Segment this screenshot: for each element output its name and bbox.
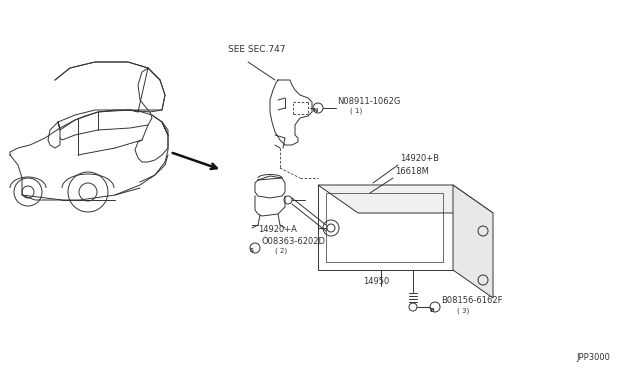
Text: B: B: [429, 308, 435, 312]
Text: Ó08363-6202D: Ó08363-6202D: [262, 237, 326, 246]
Text: B08156-6162F: B08156-6162F: [441, 296, 502, 305]
Text: ( 2): ( 2): [275, 248, 287, 254]
Polygon shape: [318, 185, 493, 213]
Bar: [318, 185, 453, 270]
Text: S: S: [250, 248, 254, 253]
Text: N: N: [312, 109, 317, 113]
Text: 14920+A: 14920+A: [258, 225, 297, 234]
Text: 16618M: 16618M: [395, 167, 429, 176]
Text: 14920+B: 14920+B: [400, 154, 439, 163]
Text: ( 3): ( 3): [457, 307, 469, 314]
Text: ( 1): ( 1): [350, 108, 362, 115]
Text: N08911-1062G: N08911-1062G: [337, 97, 401, 106]
Polygon shape: [453, 185, 493, 298]
Text: JPP3000: JPP3000: [576, 353, 610, 362]
Text: SEE SEC.747: SEE SEC.747: [228, 45, 285, 54]
Bar: [326, 193, 443, 262]
Text: 14950: 14950: [363, 277, 389, 286]
